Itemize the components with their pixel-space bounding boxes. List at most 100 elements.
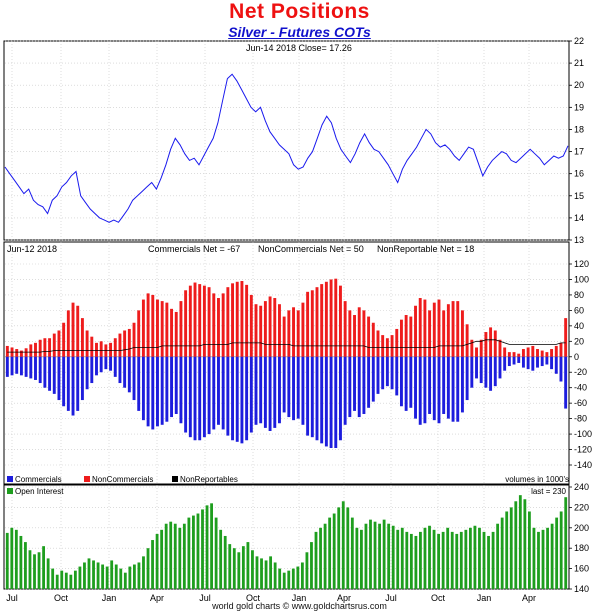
noncommercials-bar — [151, 294, 155, 357]
commercials-bar — [141, 356, 145, 421]
open-interest-bar — [423, 527, 427, 589]
noncommercials-bar — [282, 316, 286, 357]
commercials-bar — [432, 356, 436, 421]
noncommercials-bar — [141, 299, 145, 357]
noncommercials-bar — [226, 287, 230, 357]
noncommercials-bar — [254, 304, 258, 357]
commercials-bar — [212, 356, 216, 430]
open-interest-bar — [364, 523, 368, 589]
commercials-bar — [5, 356, 9, 377]
noncommercials-bar — [376, 330, 380, 357]
open-interest-bar — [182, 523, 186, 589]
price-series — [4, 73, 569, 223]
noncommercials-bar — [156, 299, 159, 357]
commercials-bar — [536, 356, 539, 368]
open-interest-bar — [332, 513, 336, 589]
commercials-bar — [48, 356, 52, 391]
y-tick-label: 220 — [574, 502, 589, 512]
noncommercials-bar — [465, 324, 469, 357]
open-interest-bar — [391, 525, 395, 589]
noncommercials-bar — [521, 349, 525, 357]
chart-title: Net Positions — [229, 0, 370, 23]
commercials-bar — [184, 356, 188, 433]
y-tick-label: 0 — [574, 352, 579, 362]
open-interest-bar — [528, 511, 531, 589]
commercials-bar — [367, 356, 371, 408]
commercials-bar — [85, 356, 89, 390]
y-tick-label: 100 — [574, 274, 589, 284]
noncommercials-bar — [52, 333, 56, 357]
commercials-bar — [306, 356, 310, 436]
noncommercials-bar — [188, 285, 192, 357]
footer-credit[interactable]: world gold charts © www.goldchartsrus.co… — [212, 601, 387, 611]
open-interest-bar — [46, 558, 50, 589]
x-tick-label: Jan — [292, 593, 307, 603]
noncommercials-bar — [399, 319, 403, 357]
commercials-bar — [146, 356, 150, 427]
y-tick-label: 120 — [574, 259, 589, 269]
noncommercials-bar — [207, 287, 211, 357]
commercials-bar — [390, 356, 394, 390]
open-interest-bar — [5, 532, 9, 589]
noncommercials-bar — [113, 338, 117, 357]
noncommercials-bar — [231, 283, 234, 357]
net-series — [5, 278, 568, 448]
commercials-bar — [24, 356, 28, 377]
commercials-bar — [512, 356, 516, 365]
chart-subtitle[interactable]: Silver - Futures COTs — [228, 24, 371, 40]
legend-swatch-open-interest — [7, 488, 13, 494]
open-interest-bar — [55, 574, 59, 589]
open-interest-bar — [273, 562, 277, 589]
noncommercials-bar — [334, 278, 338, 357]
commercials-bar — [123, 356, 127, 388]
noncommercials-bar — [442, 310, 446, 357]
open-interest-bar — [187, 517, 191, 589]
commercials-bar — [296, 356, 300, 419]
commercials-bar — [34, 356, 37, 380]
commercials-bar — [156, 356, 159, 427]
noncommercials-bar — [432, 302, 436, 357]
noncommercials-bar — [329, 279, 333, 357]
commercials-bar — [240, 356, 244, 444]
open-interest-bar — [409, 533, 413, 589]
noncommercials-bar — [109, 342, 113, 357]
commercials-bar — [226, 356, 230, 436]
open-interest-bar — [541, 529, 545, 589]
noncommercials-bar — [554, 345, 558, 357]
noncommercials-bar — [15, 349, 19, 357]
commercials-bar — [531, 356, 535, 371]
noncommercials-bar — [80, 318, 84, 357]
open-interest-bar — [523, 499, 527, 589]
open-interest-bar — [428, 525, 431, 589]
commercials-bar — [15, 356, 19, 374]
noncommercials-bar — [310, 290, 314, 357]
y-tick-label: 200 — [574, 523, 589, 533]
commercials-bar — [442, 356, 446, 414]
commercials-bar — [451, 356, 455, 422]
noncommercials-bar — [367, 316, 371, 357]
open-interest-bar — [405, 531, 409, 589]
commercials-bar — [287, 356, 291, 418]
noncommercials-bar — [428, 310, 432, 357]
noncommercials-bar — [165, 302, 169, 357]
noncommercials-bar — [240, 281, 244, 357]
commercials-bar — [151, 356, 155, 430]
noncommercials-bar — [475, 347, 478, 357]
open-interest-bar — [555, 517, 559, 589]
noncommercials-bar — [263, 301, 267, 357]
noncommercials-bar — [451, 301, 455, 357]
y-tick-label: 140 — [574, 584, 589, 594]
commercials-bar — [334, 356, 338, 448]
commercials-bar — [550, 356, 554, 370]
commercials-bar — [465, 356, 469, 401]
commercials-bar — [165, 356, 169, 422]
open-interest-bar — [468, 527, 472, 589]
commercials-bar — [263, 356, 267, 428]
commercials-bar — [381, 356, 385, 390]
commercials-bar — [460, 356, 464, 413]
open-interest-bar — [337, 507, 341, 589]
noncommercials-bar — [550, 349, 554, 357]
noncommercials-bar — [456, 301, 460, 357]
open-interest-bar — [78, 566, 82, 589]
noncommercials-bar — [259, 305, 263, 357]
